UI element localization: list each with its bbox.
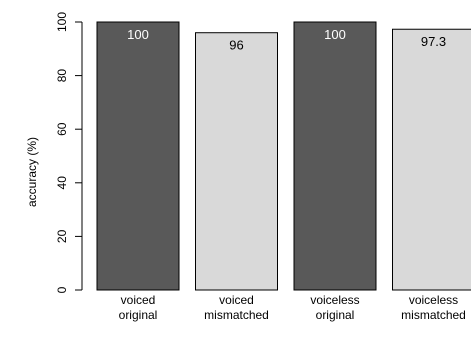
y-tick-label: 60: [55, 122, 69, 136]
y-tick-label: 20: [55, 229, 69, 243]
x-tick-label: voiced: [121, 293, 156, 307]
bars: 100 96 100 97.3: [96, 21, 471, 291]
bar-value-label: 100: [127, 27, 149, 42]
y-tick-label: 100: [55, 12, 69, 32]
x-tick-label: original: [316, 308, 355, 322]
bar: [293, 21, 377, 291]
bar: [195, 32, 278, 291]
bar-value-label: 96: [229, 38, 243, 53]
y-axis: 0 20 40 60 80 100: [55, 12, 83, 293]
x-tick-label: mismatched: [204, 308, 269, 322]
bar-value-label: 100: [324, 27, 346, 42]
x-tick-label: mismatched: [401, 308, 466, 322]
x-tick-label: original: [119, 308, 158, 322]
x-axis-labels: voicedoriginalvoicedmismatchedvoicelesso…: [119, 293, 466, 322]
bar-value-label: 97.3: [421, 34, 446, 49]
y-tick-label: 80: [55, 69, 69, 83]
y-tick-label: 0: [55, 286, 69, 293]
x-tick-label: voiced: [219, 293, 254, 307]
x-tick-label: voiceless: [310, 293, 359, 307]
y-tick-label: 40: [55, 176, 69, 190]
bar: [96, 21, 180, 291]
x-tick-label: voiceless: [409, 293, 458, 307]
y-axis-label: accuracy (%): [25, 137, 39, 207]
bar: [392, 28, 471, 291]
